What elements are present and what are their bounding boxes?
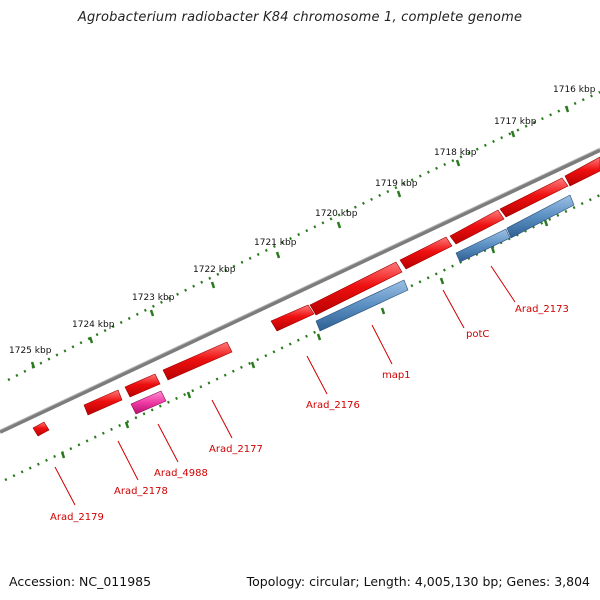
gene-label-arad-4988[interactable]: Arad_4988 <box>154 468 208 479</box>
gene-red-1[interactable] <box>564 156 600 187</box>
scale-label-1721: 1721 kbp <box>254 238 297 248</box>
gene-label-arad-2176[interactable]: Arad_2176 <box>306 400 360 411</box>
gene-blue-1[interactable] <box>506 194 575 239</box>
gene-label-potc[interactable]: potC <box>466 329 489 340</box>
scale-label-1723: 1723 kbp <box>132 293 175 303</box>
scale-label-1725: 1725 kbp <box>9 346 52 356</box>
blue-genes <box>315 194 575 332</box>
chromosome-backbone <box>0 148 600 434</box>
gene-red-3[interactable] <box>449 209 505 245</box>
scale-label-1722: 1722 kbp <box>193 265 236 275</box>
gene-label-arad-2179[interactable]: Arad_2179 <box>50 512 104 523</box>
accession-text: Accession: NC_011985 <box>9 574 152 589</box>
gene-red-9[interactable] <box>83 389 123 416</box>
gene-red-8[interactable] <box>124 373 161 398</box>
gene-red-6[interactable] <box>270 304 315 332</box>
gene-red-4[interactable] <box>399 236 453 270</box>
leader-lines <box>54 265 516 506</box>
scale-label-1716: 1716 kbp <box>553 85 596 95</box>
gene-blue-3[interactable] <box>315 279 409 332</box>
outer-major-ticks <box>30 105 570 369</box>
gene-label-arad-2178[interactable]: Arad_2178 <box>114 486 168 497</box>
scale-label-1720: 1720 kbp <box>315 209 358 219</box>
gene-blue-2[interactable] <box>455 228 511 263</box>
forward-genes <box>32 156 600 437</box>
gene-label-map1[interactable]: map1 <box>382 370 411 381</box>
gene-red-10[interactable] <box>32 421 50 437</box>
gene-red-5[interactable] <box>309 261 403 316</box>
gene-red-7[interactable] <box>162 341 233 381</box>
scale-label-1717: 1717 kbp <box>494 117 537 127</box>
gene-label-arad-2173[interactable]: Arad_2173 <box>515 304 569 315</box>
scale-label-1724: 1724 kbp <box>72 320 115 330</box>
genome-summary-text: Topology: circular; Length: 4,005,130 bp… <box>246 574 590 589</box>
gene-red-2[interactable] <box>499 177 569 218</box>
gene-pink-arad-4988[interactable] <box>130 390 167 415</box>
scale-label-1719: 1719 kbp <box>375 179 418 189</box>
scale-label-1718: 1718 kbp <box>434 148 477 158</box>
map-title: Agrobacterium radiobacter K84 chromosome… <box>77 10 523 25</box>
inner-major-ticks <box>60 219 549 459</box>
gene-label-arad-2177[interactable]: Arad_2177 <box>209 444 263 455</box>
